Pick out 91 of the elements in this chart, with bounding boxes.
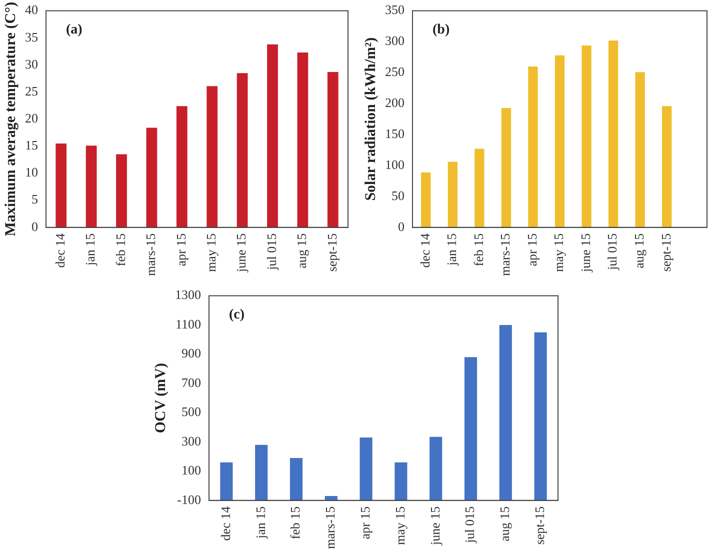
y-tick-label: 15 <box>25 138 38 153</box>
bar <box>116 154 127 228</box>
y-tick-label: 100 <box>182 462 201 478</box>
y-axis-title: Maximum average temperature (C°) <box>2 2 19 236</box>
y-tick-label: 200 <box>385 95 404 110</box>
x-tick-label: jul 015 <box>264 233 279 271</box>
bar <box>534 332 547 500</box>
x-tick-label: aug 15 <box>631 233 646 268</box>
y-tick-label: 900 <box>182 346 201 361</box>
x-tick-label: mars-15 <box>322 506 338 550</box>
annotation: (a) <box>66 22 83 38</box>
bar <box>421 172 431 228</box>
bar <box>499 325 512 500</box>
bar <box>554 55 565 228</box>
y-tick-label: 25 <box>25 83 38 98</box>
y-tick-label: 1300 <box>175 287 201 302</box>
x-tick-label: apr 15 <box>524 233 540 266</box>
x-tick-label: feb 15 <box>288 506 303 540</box>
x-tick-label: jan 15 <box>252 506 268 540</box>
x-tick-label: aug 15 <box>294 233 310 268</box>
bar <box>324 496 338 500</box>
y-tick-label: 150 <box>385 126 404 141</box>
x-tick-label: apr 15 <box>357 506 372 540</box>
x-tick-label: mars-15 <box>498 233 513 276</box>
x-tick-label: jul 015 <box>462 506 478 544</box>
y-tick-label: 40 <box>25 2 38 18</box>
bar <box>635 72 645 228</box>
bar <box>394 462 408 500</box>
x-tick-label: feb 15 <box>112 233 128 266</box>
y-tick-label: 300 <box>182 433 201 448</box>
y-axis-title: Solar radiation (kWh/m²) <box>362 37 379 201</box>
bar <box>448 162 458 228</box>
x-tick-label: june 15 <box>578 233 593 274</box>
x-tick-label: dec 14 <box>417 232 432 268</box>
bar <box>86 146 97 228</box>
annotation: (b) <box>432 22 450 38</box>
x-tick-label: mars-15 <box>143 233 158 276</box>
bar <box>464 357 478 500</box>
y-tick-label: 250 <box>385 64 404 80</box>
y-tick-label: 300 <box>385 33 404 48</box>
bar <box>608 40 618 228</box>
x-tick-label: sept-15 <box>658 233 674 272</box>
x-tick-label: may 15 <box>204 233 219 272</box>
bar <box>582 45 592 228</box>
x-tick-label: jul 015 <box>604 233 620 271</box>
bar <box>360 438 372 500</box>
annotation: (c) <box>229 307 245 322</box>
bar <box>297 52 308 228</box>
bar <box>236 73 248 228</box>
bar <box>327 72 338 228</box>
y-tick-label: 500 <box>182 404 201 420</box>
bar <box>474 148 484 228</box>
x-tick-label: sept-15 <box>532 506 547 545</box>
bar <box>255 444 268 500</box>
y-tick-label: 30 <box>25 56 38 72</box>
y-tick-label: 0 <box>32 218 38 234</box>
y-tick-label: 350 <box>385 2 404 18</box>
bar <box>206 86 218 228</box>
x-tick-label: may 15 <box>551 233 566 272</box>
bar <box>146 128 158 228</box>
x-tick-label: dec 14 <box>218 506 233 541</box>
bar <box>662 106 672 228</box>
y-tick-label: 5 <box>32 192 38 207</box>
bar <box>290 458 303 500</box>
y-axis-title: OCV (mV) <box>152 363 169 434</box>
x-tick-label: feb 15 <box>470 233 486 266</box>
y-tick-label: 20 <box>25 110 38 126</box>
x-tick-label: aug 15 <box>497 506 512 542</box>
x-tick-label: sept-15 <box>324 233 340 272</box>
bar <box>56 143 67 228</box>
y-tick-label: -100 <box>177 492 201 507</box>
y-tick-label: 10 <box>25 164 38 180</box>
bar <box>501 108 512 228</box>
bar <box>220 462 233 500</box>
bar <box>430 436 442 500</box>
x-tick-label: dec 14 <box>52 232 68 268</box>
bar <box>528 66 538 228</box>
x-tick-label: apr 15 <box>173 233 188 266</box>
bar <box>267 44 278 228</box>
bar <box>176 106 188 228</box>
y-tick-label: 700 <box>182 374 201 390</box>
x-tick-label: jan 15 <box>82 233 98 267</box>
x-tick-label: may 15 <box>392 506 408 546</box>
y-tick-label: 1100 <box>175 316 201 332</box>
y-tick-label: 0 <box>398 218 404 234</box>
y-tick-label: 100 <box>385 156 404 172</box>
x-tick-label: june 15 <box>427 506 442 546</box>
y-tick-label: 35 <box>25 29 38 44</box>
x-tick-label: jan 15 <box>444 233 460 267</box>
x-tick-label: june 15 <box>234 233 249 274</box>
y-tick-label: 50 <box>392 188 404 203</box>
